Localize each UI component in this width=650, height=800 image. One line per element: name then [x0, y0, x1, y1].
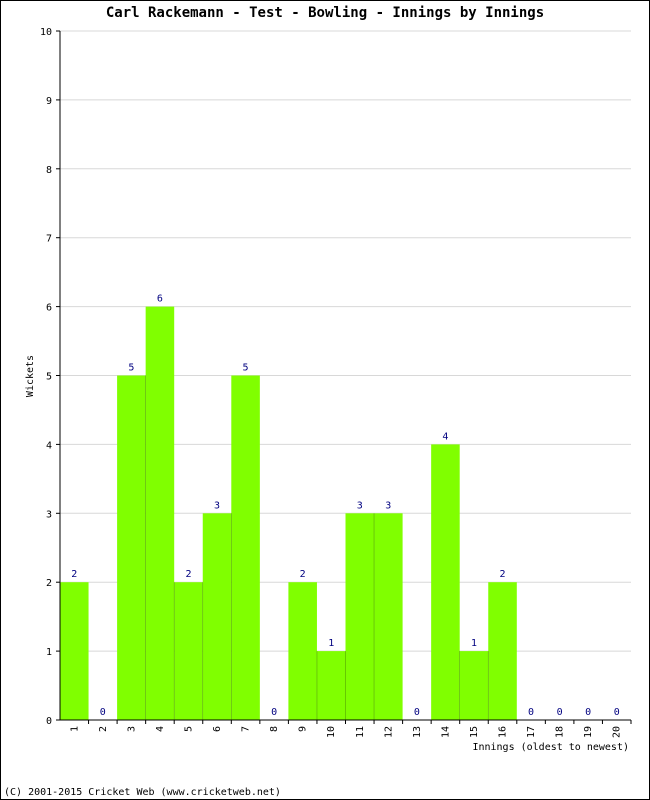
x-tick-label-11: 11	[355, 726, 366, 738]
bar-innings-12	[374, 513, 403, 720]
x-tick-label-14: 14	[440, 726, 451, 738]
y-tick-label-7: 7	[46, 234, 52, 245]
y-tick-label-2: 2	[46, 578, 52, 589]
value-label-6: 3	[214, 500, 220, 511]
bar-innings-9	[288, 582, 317, 720]
value-label-3: 5	[128, 363, 134, 374]
x-tick-label-6: 6	[212, 726, 223, 732]
y-tick-label-8: 8	[46, 165, 52, 176]
x-tick-label-7: 7	[241, 726, 252, 732]
value-label-8: 0	[271, 707, 277, 718]
x-tick-label-20: 20	[612, 726, 623, 738]
y-tick-label-0: 0	[46, 716, 52, 727]
y-tick-label-3: 3	[46, 509, 52, 520]
value-label-19: 0	[585, 707, 591, 718]
bar-innings-10	[316, 651, 346, 720]
value-label-18: 0	[557, 707, 563, 718]
bars	[60, 306, 517, 720]
value-label-15: 1	[471, 638, 477, 649]
x-tick-label-1: 1	[69, 726, 80, 732]
value-label-5: 2	[185, 569, 191, 580]
x-tick-label-15: 15	[469, 726, 480, 738]
x-axis-label: Innings (oldest to newest)	[472, 742, 629, 753]
bar-innings-16	[488, 582, 517, 720]
bar-innings-6	[202, 513, 232, 720]
x-tick-label-2: 2	[98, 726, 109, 732]
y-tick-labels: 0 1 2 3 4 5 6 7 8 9 10	[40, 27, 52, 727]
value-label-16: 2	[500, 569, 506, 580]
axes	[56, 30, 632, 724]
bar-innings-3	[117, 375, 146, 720]
y-tick-label-10: 10	[40, 27, 52, 38]
x-tick-label-17: 17	[526, 726, 537, 738]
value-label-20: 0	[614, 707, 620, 718]
value-label-11: 3	[357, 500, 363, 511]
x-tick-label-13: 13	[412, 726, 423, 738]
bar-innings-1	[60, 582, 89, 720]
bar-innings-5	[174, 582, 203, 720]
y-tick-label-9: 9	[46, 96, 52, 107]
y-tick-label-4: 4	[46, 440, 52, 451]
y-axis-label: Wickets	[25, 355, 36, 397]
x-tick-label-16: 16	[498, 726, 509, 738]
value-label-12: 3	[385, 500, 391, 511]
y-tick-label-1: 1	[46, 647, 52, 658]
value-label-2: 0	[100, 707, 106, 718]
data-labels: 2 0 5 6 2 3 5 0 2 1 3 3 0 4 1 2 0 0 0 0	[71, 294, 619, 718]
value-label-17: 0	[528, 707, 534, 718]
x-tick-label-12: 12	[383, 726, 394, 738]
copyright-footer: (C) 2001-2015 Cricket Web (www.cricketwe…	[4, 787, 281, 798]
bar-innings-4	[145, 306, 175, 720]
value-label-14: 4	[442, 431, 448, 442]
bar-innings-15	[459, 651, 489, 720]
bar-innings-7	[231, 375, 260, 720]
bar-innings-14	[431, 444, 460, 720]
x-tick-label-9: 9	[298, 726, 309, 732]
x-tick-label-3: 3	[126, 726, 137, 732]
x-tick-label-18: 18	[555, 726, 566, 738]
bar-innings-11	[345, 513, 375, 720]
x-tick-label-19: 19	[583, 726, 594, 738]
x-tick-label-5: 5	[183, 726, 194, 732]
x-tick-label-4: 4	[155, 726, 166, 732]
y-tick-label-6: 6	[46, 303, 52, 314]
value-label-1: 2	[71, 569, 77, 580]
x-tick-label-8: 8	[269, 726, 280, 732]
value-label-7: 5	[243, 363, 249, 374]
y-tick-label-5: 5	[46, 372, 52, 383]
chart-title: Carl Rackemann - Test - Bowling - Inning…	[106, 5, 544, 21]
value-label-9: 2	[300, 569, 306, 580]
x-tick-labels: 1 2 3 4 5 6 7 8 9 10 11 12 13 14 15 16 17 18 19 20	[69, 726, 622, 738]
value-label-4: 6	[157, 294, 163, 305]
value-label-10: 1	[328, 638, 334, 649]
x-tick-label-10: 10	[326, 726, 337, 738]
value-label-13: 0	[414, 707, 420, 718]
